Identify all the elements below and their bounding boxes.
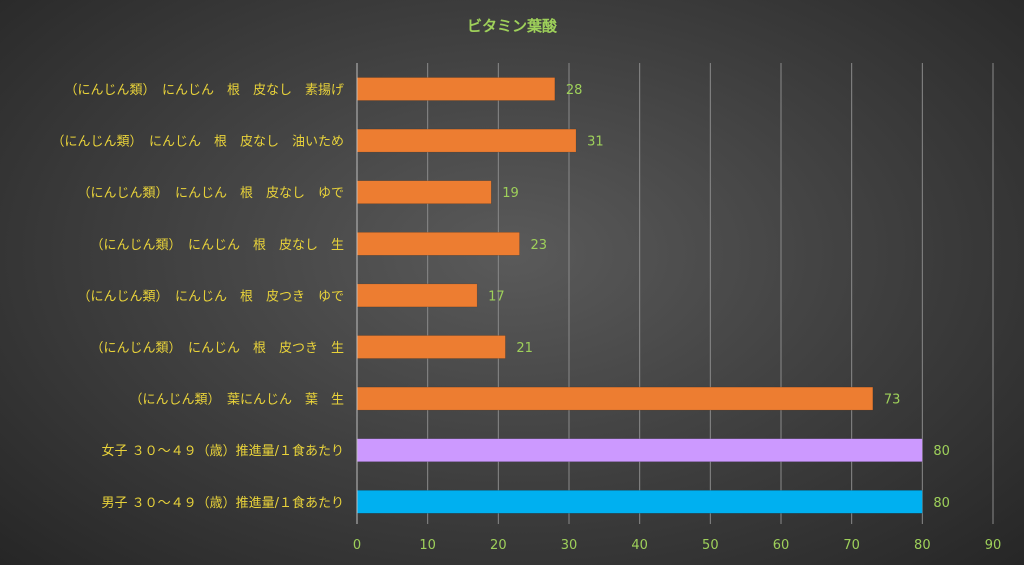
x-tick-label: 50 <box>702 538 719 553</box>
x-tick-label: 0 <box>353 538 361 553</box>
bar <box>356 232 520 256</box>
data-label: 23 <box>531 238 548 253</box>
category-label: （にんじん類） にんじん 根 皮なし 油いため <box>51 135 344 150</box>
labels: 0 10 20 30 40 50 60 70 80 90 28 （にんじん類） にんじん 根 皮なし … <box>51 82 1001 553</box>
chart-title: ビタミン葉酸 <box>467 17 558 35</box>
data-label: 80 <box>933 444 950 459</box>
category-label: （にんじん類） にんじん 根 皮つき ゆで <box>77 289 344 304</box>
category-label: 女子 ３０～４９（歳）推進量/１食あたり <box>101 443 344 459</box>
x-tick-label: 30 <box>561 538 578 553</box>
bar <box>356 128 577 153</box>
x-tick-label: 80 <box>914 538 931 553</box>
category-label: （にんじん類） にんじん 根 皮なし ゆで <box>77 186 344 201</box>
x-tick-label: 40 <box>631 538 648 553</box>
bar <box>356 490 923 514</box>
data-label: 80 <box>933 496 950 511</box>
data-label: 19 <box>502 186 519 201</box>
category-label: 男子 ３０～４９（歳）推進量/１食あたり <box>101 495 344 511</box>
bar <box>356 77 556 101</box>
data-label: 21 <box>516 341 533 356</box>
bar <box>356 335 506 359</box>
x-tick-label: 90 <box>985 538 1002 553</box>
bars <box>356 77 923 514</box>
category-label: （にんじん類） にんじん 根 皮つき 生 <box>90 341 344 356</box>
data-label: 73 <box>884 393 901 408</box>
bar <box>356 180 492 204</box>
data-label: 28 <box>566 83 583 98</box>
bar <box>356 386 874 411</box>
x-tick-label: 60 <box>773 538 790 553</box>
data-label: 31 <box>587 135 604 150</box>
x-tick-label: 10 <box>419 538 436 553</box>
category-label: （にんじん類） にんじん 根 皮なし 素揚げ <box>64 82 344 98</box>
x-tick-label: 70 <box>843 538 860 553</box>
data-label: 17 <box>488 289 505 304</box>
category-label: （にんじん類） にんじん 根 皮なし 生 <box>90 238 344 253</box>
bar <box>356 438 923 462</box>
x-tick-label: 20 <box>490 538 507 553</box>
category-label: （にんじん類） 葉にんじん 葉 生 <box>129 393 344 408</box>
bar <box>356 283 478 308</box>
